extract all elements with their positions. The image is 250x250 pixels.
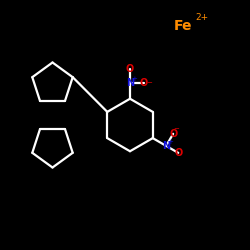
Text: O: O [140,78,148,88]
Text: O: O [174,148,182,158]
Text: N: N [162,141,170,151]
Text: Fe: Fe [174,19,192,33]
Text: 2+: 2+ [195,13,208,22]
Text: N: N [126,78,134,88]
Text: −: − [146,80,152,86]
Text: −: − [173,126,179,132]
Text: O: O [169,129,177,139]
Text: O: O [126,64,134,74]
Text: +: + [167,138,173,144]
Text: +: + [131,76,137,82]
